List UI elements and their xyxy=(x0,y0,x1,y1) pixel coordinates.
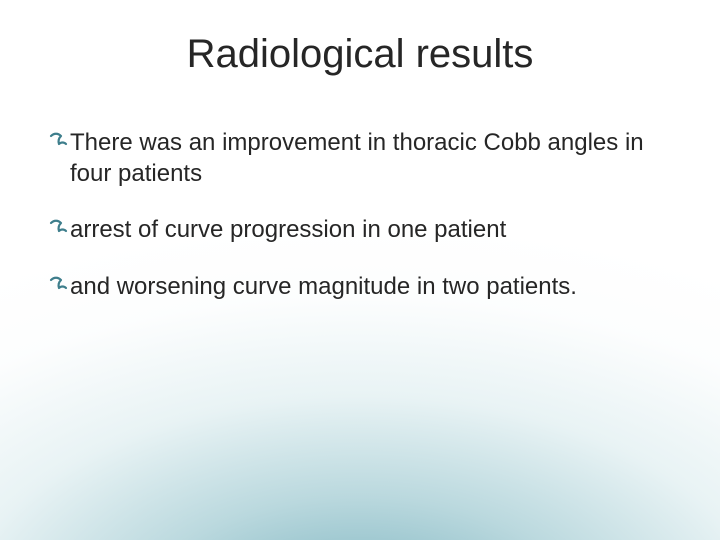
bullet-text: arrest of curve progression in one patie… xyxy=(70,215,660,246)
slide: Radiological results There was an improv… xyxy=(0,0,720,540)
slide-title: Radiological results xyxy=(0,32,720,77)
bullet-icon xyxy=(48,128,70,158)
list-item: and worsening curve magnitude in two pat… xyxy=(48,272,660,303)
bullet-text: There was an improvement in thoracic Cob… xyxy=(70,128,660,189)
bullet-icon xyxy=(48,215,70,245)
slide-body: There was an improvement in thoracic Cob… xyxy=(48,128,660,329)
bullet-text: and worsening curve magnitude in two pat… xyxy=(70,272,660,303)
list-item: arrest of curve progression in one patie… xyxy=(48,215,660,246)
bullet-icon xyxy=(48,272,70,302)
list-item: There was an improvement in thoracic Cob… xyxy=(48,128,660,189)
